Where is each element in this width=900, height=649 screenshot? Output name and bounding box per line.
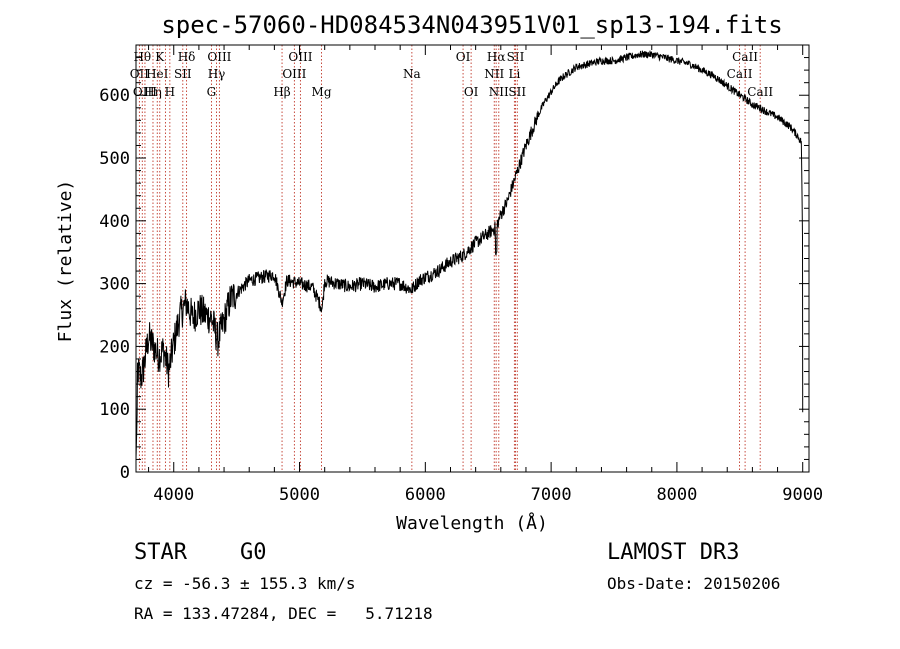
- spectral-line-label: CaII: [732, 50, 758, 64]
- spectral-lines-layer: OIIHθOIIIHηHeIKHSIIHδGHγOIIIHβOIIIOIIIMg…: [130, 45, 773, 472]
- plot-frame: [135, 44, 810, 473]
- spectral-line-label: SII: [508, 85, 526, 99]
- x-tick-label: 4000: [153, 485, 194, 505]
- spectral-line-label: K: [155, 50, 165, 64]
- spectral-line-label: OI: [464, 85, 479, 99]
- object-class: STAR: [134, 540, 187, 565]
- spectral-line-label: OIII: [207, 50, 231, 64]
- y-tick-label: 600: [99, 86, 130, 106]
- spectral-line-label: Hθ: [133, 50, 151, 64]
- y-tick-label: 200: [99, 337, 130, 357]
- spectral-line-label: CaII: [727, 67, 753, 81]
- spectrum-line: [135, 50, 804, 460]
- spectral-line-label: OIII: [282, 67, 306, 81]
- spectral-line-label: OI: [456, 50, 471, 64]
- coordinates: RA = 133.47284, DEC = 5.71218: [134, 604, 433, 623]
- x-tick-label: 6000: [405, 485, 446, 505]
- y-axis-label: Flux (relative): [55, 180, 76, 343]
- y-tick-label: 500: [99, 149, 130, 169]
- spectral-line-label: G: [207, 85, 217, 99]
- spectral-line-label: Hα: [487, 50, 506, 64]
- y-tick-label: 400: [99, 212, 130, 232]
- spectral-line-label: OII: [130, 67, 150, 81]
- y-tick-label: 300: [99, 275, 130, 295]
- spectral-line-label: NII: [489, 85, 509, 99]
- spectral-line-label: SII: [507, 50, 525, 64]
- object-subclass: G0: [240, 540, 267, 565]
- spectral-line-label: Li: [508, 67, 520, 81]
- spectrum-layer: [135, 50, 804, 460]
- spectral-line-label: Hβ: [273, 85, 290, 99]
- y-tick-label: 0: [120, 463, 130, 483]
- spectral-line-label: Mg: [312, 85, 332, 99]
- spectral-line-label: CaII: [747, 85, 773, 99]
- x-tick-label: 7000: [531, 485, 572, 505]
- observation-date: Obs-Date: 20150206: [607, 574, 781, 593]
- chart-title: spec-57060-HD084534N043951V01_sp13-194.f…: [161, 11, 782, 39]
- spectral-line-label: Hγ: [208, 67, 226, 81]
- spectral-line-label: Hη: [144, 85, 162, 99]
- redshift-velocity: cz = -56.3 ± 155.3 km/s: [134, 574, 356, 593]
- spectral-line-label: OIII: [288, 50, 312, 64]
- spectral-line-label: SII: [174, 67, 192, 81]
- spectral-line-label: Na: [403, 67, 421, 81]
- spectral-line-label: NII: [484, 67, 504, 81]
- x-tick-label: 5000: [279, 485, 320, 505]
- x-axis-label: Wavelength (Å): [396, 512, 548, 534]
- axes-layer: 4000 5000 6000 7000 8000 9000 0 100 200 300 400 500…: [99, 44, 823, 505]
- x-tick-label: 8000: [656, 485, 697, 505]
- x-tick-label: 9000: [782, 485, 823, 505]
- survey-name: LAMOST DR3: [607, 540, 740, 565]
- spectral-line-label: Hδ: [178, 50, 196, 64]
- spectral-line-label: HeI: [146, 67, 169, 81]
- y-tick-label: 100: [99, 400, 130, 420]
- spectral-line-label: H: [165, 85, 175, 99]
